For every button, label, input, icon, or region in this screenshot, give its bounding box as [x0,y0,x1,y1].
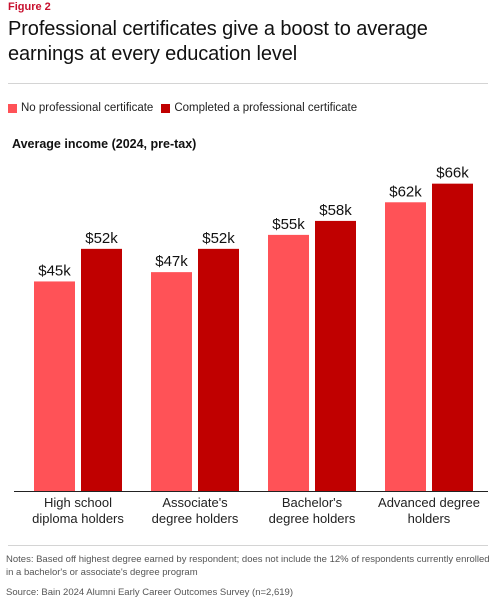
data-label: $45k [38,262,71,279]
chart-title: Professional certificates give a boost t… [8,18,428,65]
bar-no-certificate-3 [385,202,426,492]
bottom-divider [8,545,488,546]
x-tick-label: diploma holders [32,511,124,526]
data-label: $52k [85,230,118,247]
legend-item-no-certificate: No professional certificate [8,102,153,114]
bar-completed-certificate-1 [198,248,239,491]
legend-item-completed-certificate: Completed a professional certificate [161,102,357,114]
x-tick-label: High school [44,495,112,510]
bar-completed-certificate-0 [81,248,122,491]
x-tick-label: Bachelor's [282,495,343,510]
data-label: $66k [436,165,469,182]
bar-no-certificate-2 [268,234,309,491]
legend-label-completed-certificate: Completed a professional certificate [174,102,358,114]
x-tick-label: degree holders [269,511,356,526]
bar-completed-certificate-3 [432,183,473,491]
y-axis-label: Average income (2024, pre-tax) [12,137,197,151]
x-tick-label: holders [408,511,451,526]
top-divider [8,83,488,84]
legend-label-no-certificate: No professional certificate [21,102,154,114]
data-label: $62k [389,183,422,200]
x-tick-label: Advanced degree [378,495,480,510]
data-label: $58k [319,202,352,219]
x-tick-label: Associate's [162,495,228,510]
data-label: $55k [272,216,305,233]
bar-completed-certificate-2 [315,220,356,491]
chart-notes: Notes: Based off highest degree earned b… [6,554,490,578]
legend-swatch-no-certificate [8,103,17,113]
figure-label: Figure 2 [8,1,51,13]
bar-no-certificate-1 [151,272,192,491]
chart-source: Source: Bain 2024 Alumni Early Career Ou… [6,587,293,598]
bar-no-certificate-0 [34,281,75,491]
legend: No professional certificate Completed a … [8,102,365,114]
x-tick-label: degree holders [152,511,239,526]
legend-swatch-completed-certificate [161,103,171,113]
data-label: $52k [202,230,235,247]
data-label: $47k [155,253,188,270]
